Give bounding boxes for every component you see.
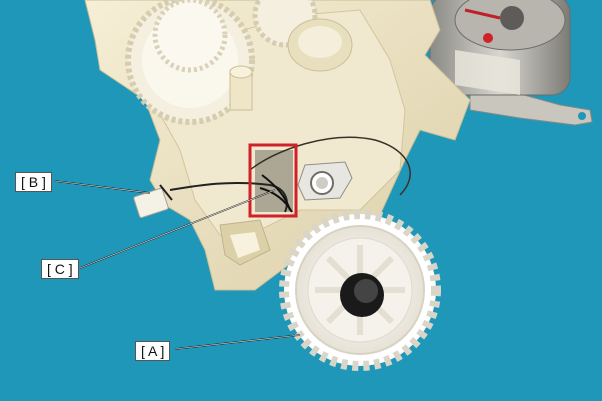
callout-label-b: [ B ]: [15, 172, 52, 192]
highlight-box-c: [248, 143, 298, 218]
motor: [429, 0, 571, 96]
upper-gear-large: [125, 0, 255, 125]
bracket-hole: [578, 112, 586, 120]
output-gear-a: [279, 209, 441, 371]
wire-harness: [249, 136, 411, 196]
metal-shaft-plate: [297, 161, 353, 201]
callout-label-c: [ C ]: [41, 259, 79, 279]
callout-label-a: [ A ]: [135, 341, 171, 361]
